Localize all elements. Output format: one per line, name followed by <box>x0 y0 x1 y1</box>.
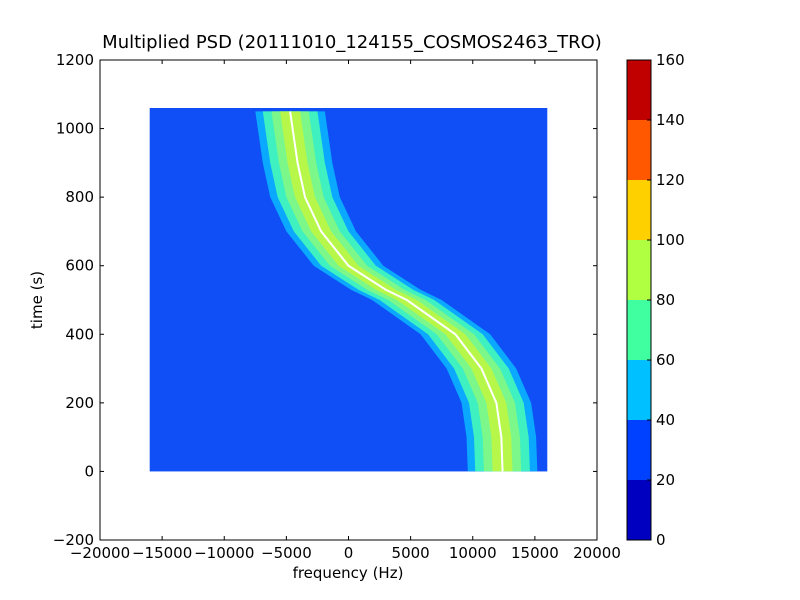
colorbar-level-4 <box>627 300 651 360</box>
chart-title: Multiplied PSD (20111010_124155_COSMOS24… <box>102 32 602 53</box>
colorbar: 0 20 40 60 80 100 120 140 160 <box>626 51 685 549</box>
colorbar-level-5 <box>627 240 651 300</box>
colorbar-tick-label: 80 <box>656 291 675 309</box>
axes: −20000 −15000 −10000 −5000 0 5000 10000 15000 20… <box>53 51 621 562</box>
plot-area <box>149 108 548 472</box>
colorbar-tick-label: 20 <box>656 471 675 489</box>
colorbar-tick-label: 40 <box>656 411 675 429</box>
y-axis-label: time (s) <box>28 271 46 329</box>
y-tick-label: 0 <box>84 462 94 480</box>
colorbar-level-8 <box>627 60 651 120</box>
colorbar-tick-label: 0 <box>656 531 666 549</box>
y-tick-label: 200 <box>65 394 94 412</box>
colorbar-tick-label: 60 <box>656 351 675 369</box>
colorbar-level-6 <box>627 180 651 240</box>
colorbar-level-3 <box>627 360 651 420</box>
colorbar-level-7 <box>627 120 651 180</box>
x-tick-label: 15000 <box>511 544 559 562</box>
y-tick-label: 800 <box>65 188 94 206</box>
x-tick-label: −15000 <box>132 544 192 562</box>
colorbar-level-1 <box>627 480 651 540</box>
heatmap-trace <box>255 111 538 472</box>
trace-band-4 <box>280 111 513 472</box>
colorbar-tick-label: 160 <box>656 51 685 69</box>
x-axis-label: frequency (Hz) <box>293 564 404 582</box>
x-tick-label: −10000 <box>194 544 254 562</box>
y-tick-label: 600 <box>65 257 94 275</box>
x-tick-label: 5000 <box>392 544 430 562</box>
colorbar-tick-label: 100 <box>656 231 685 249</box>
x-tick-label: −5000 <box>261 544 312 562</box>
x-tick-label: 20000 <box>573 544 621 562</box>
y-tick-label: −200 <box>53 531 94 549</box>
colorbar-tick-label: 120 <box>656 171 685 189</box>
y-tick-label: 400 <box>65 325 94 343</box>
trace-ridge <box>289 111 504 472</box>
x-tick-label: −20000 <box>70 544 130 562</box>
y-tick-label: 1000 <box>56 120 94 138</box>
colorbar-level-2 <box>627 420 651 480</box>
x-tick-label: 0 <box>344 544 354 562</box>
colorbar-tick-label: 140 <box>656 111 685 129</box>
y-tick-label: 1200 <box>56 51 94 69</box>
x-tick-label: 10000 <box>449 544 497 562</box>
